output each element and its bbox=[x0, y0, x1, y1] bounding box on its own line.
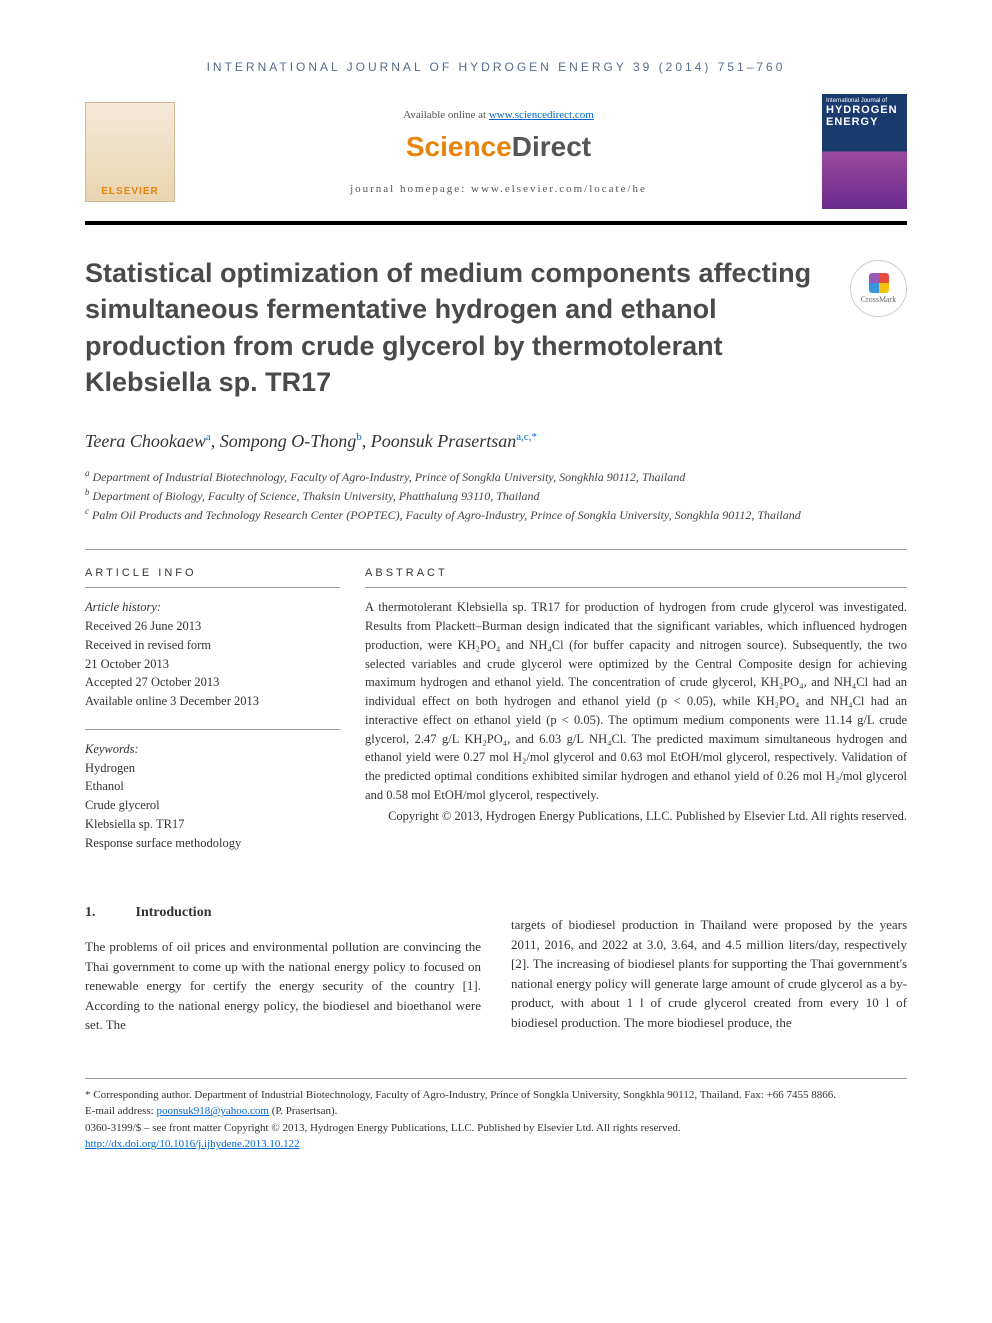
affiliation-b: b Department of Biology, Faculty of Scie… bbox=[85, 486, 907, 505]
elsevier-logo: ELSEVIER bbox=[85, 102, 175, 202]
doi-link[interactable]: http://dx.doi.org/10.1016/j.ijhydene.201… bbox=[85, 1138, 300, 1150]
section-number: 1. bbox=[85, 902, 96, 923]
available-online-line: Available online at www.sciencedirect.co… bbox=[195, 109, 802, 121]
keyword-5: Response surface methodology bbox=[85, 834, 340, 853]
keyword-2: Ethanol bbox=[85, 777, 340, 796]
affiliation-c: c Palm Oil Products and Technology Resea… bbox=[85, 505, 907, 524]
article-history-block: Article history: Received 26 June 2013 R… bbox=[85, 598, 340, 711]
affiliations: a Department of Industrial Biotechnology… bbox=[85, 467, 907, 524]
affiliation-a: a Department of Industrial Biotechnology… bbox=[85, 467, 907, 486]
abstract-text: A thermotolerant Klebsiella sp. TR17 for… bbox=[365, 598, 907, 804]
corresponding-author: * Corresponding author. Department of In… bbox=[85, 1087, 907, 1104]
keyword-3: Crude glycerol bbox=[85, 796, 340, 815]
sciencedirect-link[interactable]: www.sciencedirect.com bbox=[489, 109, 594, 121]
keyword-1: Hydrogen bbox=[85, 759, 340, 778]
author-3: Poonsuk Prasertsan bbox=[371, 431, 517, 451]
title-row: Statistical optimization of medium compo… bbox=[85, 255, 907, 431]
email-line: E-mail address: poonsuk918@yahoo.com (P.… bbox=[85, 1103, 907, 1120]
section-heading: 1. Introduction bbox=[85, 902, 481, 923]
abstract-heading: ABSTRACT bbox=[365, 565, 907, 589]
author-2: Sompong O-Thong bbox=[220, 431, 357, 451]
author-2-sup: b bbox=[356, 431, 362, 443]
article-page: international journal of hydrogen energy… bbox=[0, 0, 992, 1193]
email-label: E-mail address: bbox=[85, 1105, 156, 1117]
authors-line: Teera Chookaewa, Sompong O-Thongb, Poons… bbox=[85, 431, 907, 452]
abstract: ABSTRACT A thermotolerant Klebsiella sp.… bbox=[365, 565, 907, 853]
affiliation-c-text: Palm Oil Products and Technology Researc… bbox=[92, 508, 801, 522]
crossmark-label: CrossMark bbox=[861, 295, 897, 304]
cover-hydrogen: HYDROGEN bbox=[826, 104, 903, 116]
abstract-copyright: Copyright © 2013, Hydrogen Energy Public… bbox=[365, 807, 907, 826]
email-rest: (P. Prasertsan). bbox=[269, 1105, 337, 1117]
history-label: Article history: bbox=[85, 598, 340, 617]
article-info-heading: ARTICLE INFO bbox=[85, 565, 340, 589]
article-info: ARTICLE INFO Article history: Received 2… bbox=[85, 565, 365, 853]
body-columns: 1. Introduction The problems of oil price… bbox=[85, 902, 907, 1048]
crossmark-icon bbox=[869, 273, 889, 293]
author-1: Teera Chookaew bbox=[85, 431, 206, 451]
journal-cover-thumbnail: International Journal of HYDROGEN ENERGY bbox=[822, 94, 907, 209]
sd-logo-part2: Direct bbox=[512, 131, 591, 162]
online-date: Available online 3 December 2013 bbox=[85, 692, 340, 711]
section-title: Introduction bbox=[136, 905, 212, 920]
author-1-sup: a bbox=[206, 431, 211, 443]
author-3-sup: a,c, bbox=[516, 431, 531, 443]
header-box: ELSEVIER Available online at www.science… bbox=[85, 94, 907, 225]
keyword-4: Klebsiella sp. TR17 bbox=[85, 815, 340, 834]
revised-line2: 21 October 2013 bbox=[85, 655, 340, 674]
affiliation-b-text: Department of Biology, Faculty of Scienc… bbox=[93, 489, 540, 503]
header-center: Available online at www.sciencedirect.co… bbox=[175, 109, 822, 195]
keywords-label: Keywords: bbox=[85, 740, 340, 759]
column-left: 1. Introduction The problems of oil price… bbox=[85, 902, 481, 1048]
issn-line: 0360-3199/$ – see front matter Copyright… bbox=[85, 1120, 907, 1137]
journal-reference: international journal of hydrogen energy… bbox=[85, 60, 907, 74]
footer: * Corresponding author. Department of In… bbox=[85, 1078, 907, 1153]
email-link[interactable]: poonsuk918@yahoo.com bbox=[156, 1105, 268, 1117]
corresponding-star: * bbox=[532, 431, 538, 443]
received-date: Received 26 June 2013 bbox=[85, 617, 340, 636]
affiliation-a-text: Department of Industrial Biotechnology, … bbox=[93, 470, 686, 484]
intro-text-col1: The problems of oil prices and environme… bbox=[85, 937, 481, 1035]
journal-homepage: journal homepage: www.elsevier.com/locat… bbox=[195, 183, 802, 195]
intro-text-col2: targets of biodiesel production in Thail… bbox=[511, 915, 907, 1032]
crossmark-badge[interactable]: CrossMark bbox=[850, 260, 907, 317]
cover-energy: ENERGY bbox=[826, 116, 903, 128]
keywords-block: Keywords: Hydrogen Ethanol Crude glycero… bbox=[85, 729, 340, 853]
revised-line1: Received in revised form bbox=[85, 636, 340, 655]
available-text: Available online at bbox=[403, 109, 489, 121]
sd-logo-part1: Science bbox=[406, 131, 512, 162]
sciencedirect-logo: ScienceDirect bbox=[195, 131, 802, 163]
elsevier-text: ELSEVIER bbox=[101, 186, 158, 197]
accepted-date: Accepted 27 October 2013 bbox=[85, 673, 340, 692]
article-title: Statistical optimization of medium compo… bbox=[85, 255, 830, 401]
info-abstract-row: ARTICLE INFO Article history: Received 2… bbox=[85, 549, 907, 853]
column-right: targets of biodiesel production in Thail… bbox=[511, 902, 907, 1048]
